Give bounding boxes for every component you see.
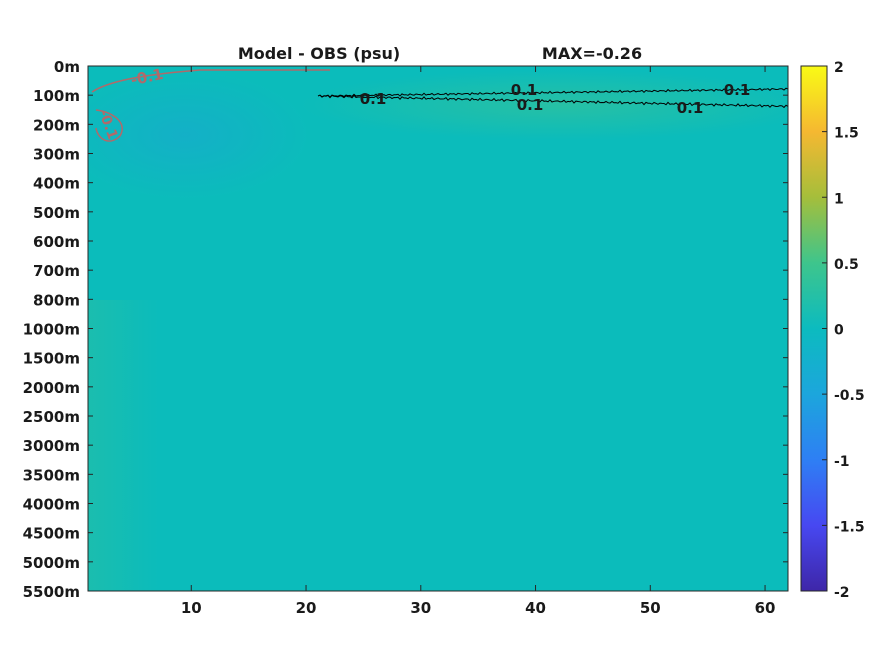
y-tick-label: 5500m xyxy=(23,583,80,601)
y-tick-label: 200m xyxy=(33,116,80,134)
contour-label-positive: 0.1 xyxy=(724,81,751,99)
colorbar-tick-label: 2 xyxy=(834,60,844,76)
contour-line-positive-lower xyxy=(317,94,788,109)
x-axis: 10 20 30 40 50 60 xyxy=(181,66,776,617)
y-tick-label: 1500m xyxy=(23,350,80,368)
y-tick-label: 600m xyxy=(33,233,80,251)
y-tick-label: 100m xyxy=(33,87,80,105)
x-tick-label: 60 xyxy=(755,599,776,617)
colorbar: 2 1.5 1 0.5 0 -0.5 -1 -1.5 -2 xyxy=(800,60,865,601)
chart-subtitle: MAX=-0.26 xyxy=(542,44,642,63)
y-tick-label: 800m xyxy=(33,291,80,309)
y-tick-label: 3500m xyxy=(23,466,80,484)
y-tick-label: 0m xyxy=(54,58,80,76)
chart-title: Model - OBS (psu) xyxy=(238,44,400,63)
y-tick-label: 700m xyxy=(33,262,80,280)
contour-label-negative: -0.1 xyxy=(129,65,165,89)
contour-line-negative-loop xyxy=(95,109,123,142)
contour-line-negative-top xyxy=(91,69,330,93)
y-tick-label: 2000m xyxy=(23,379,80,397)
contour-label-positive: 0.1 xyxy=(677,99,704,117)
y-tick-label: 5000m xyxy=(23,554,80,572)
colorbar-tick-label: 1 xyxy=(834,191,844,207)
contour-label-positive: 0.1 xyxy=(360,90,387,108)
colorbar-tick-label: -1 xyxy=(834,454,850,470)
x-tick-label: 20 xyxy=(296,599,317,617)
x-tick-label: 40 xyxy=(525,599,546,617)
x-tick-label: 30 xyxy=(410,599,431,617)
colorbar-tick-label: 0 xyxy=(834,323,844,339)
x-tick-label: 50 xyxy=(640,599,661,617)
colorbar-tick-label: -1.5 xyxy=(834,519,865,535)
contour-line-positive-upper xyxy=(319,87,788,98)
y-tick-label: 1000m xyxy=(23,321,80,339)
y-tick-label: 500m xyxy=(33,204,80,222)
y-tick-label: 300m xyxy=(33,146,80,164)
contour-label-positive: 0.1 xyxy=(517,96,544,114)
contour-layer: 0.1 0.10.10.10.1-0.1-0.1 xyxy=(91,65,788,142)
y-tick-label: 400m xyxy=(33,175,80,193)
heatmap-field: 0.1 0.10.10.10.1-0.1-0.1 xyxy=(88,65,788,591)
colorbar-tick-label: 1.5 xyxy=(834,126,859,142)
y-tick-label: 4500m xyxy=(23,525,80,543)
colorbar-tick-label: 0.5 xyxy=(834,257,859,273)
y-axis: 0m 100m 200m 300m 400m 500m 600m 700m 800m 1000m 1… xyxy=(23,58,788,601)
left-edge-tint xyxy=(88,300,158,590)
contour-label-positive: 0.1 xyxy=(511,81,538,99)
y-tick-label: 2500m xyxy=(23,408,80,426)
colorbar-ticks: 2 1.5 1 0.5 0 -0.5 -1 -1.5 -2 xyxy=(822,60,865,601)
negative-region-upper-left xyxy=(88,70,310,200)
colorbar-tick-label: -0.5 xyxy=(834,388,865,404)
colorbar-tick-label: -2 xyxy=(834,585,850,601)
y-tick-label: 3000m xyxy=(23,437,80,455)
y-tick-label: 4000m xyxy=(23,496,80,514)
x-tick-label: 10 xyxy=(181,599,202,617)
